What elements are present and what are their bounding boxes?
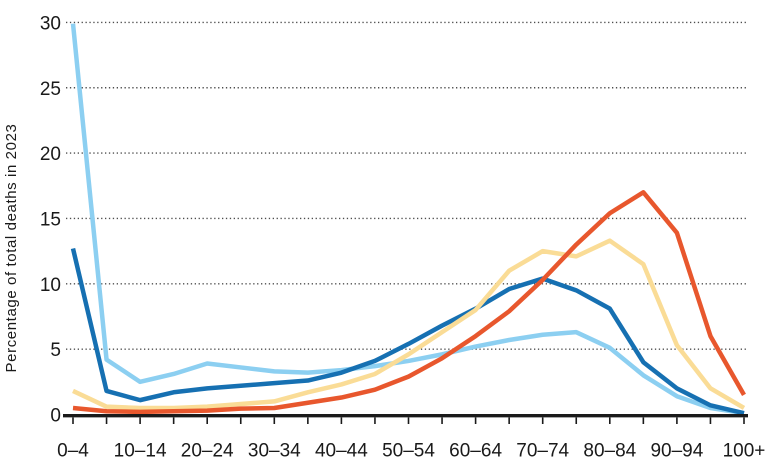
x-tick-label-90–94: 90–94 bbox=[650, 441, 703, 462]
series-orange-red-line bbox=[72, 190, 746, 415]
series-light-blue-line bbox=[70, 23, 745, 416]
y-tick-label-10: 10 bbox=[40, 275, 61, 296]
series-cream-yellow-line bbox=[72, 238, 746, 411]
x-tick-label-70–74: 70–74 bbox=[516, 441, 569, 462]
y-tick-label-20: 20 bbox=[40, 144, 61, 165]
y-tick-label-5: 5 bbox=[50, 340, 61, 361]
x-tick-label-20–24: 20–24 bbox=[181, 441, 234, 462]
y-tick-label-0: 0 bbox=[50, 406, 61, 427]
x-tick-label-30–34: 30–34 bbox=[248, 441, 301, 462]
x-tick-label-50–54: 50–54 bbox=[382, 441, 435, 462]
x-tick-label-0–4: 0–4 bbox=[57, 441, 89, 462]
y-tick-label-15: 15 bbox=[40, 209, 61, 230]
x-tick-label-60–64: 60–64 bbox=[449, 441, 502, 462]
y-axis-title-text: Percentage of total deaths in 2023 bbox=[3, 123, 20, 373]
x-tick-label-80–84: 80–84 bbox=[583, 441, 636, 462]
x-tick-label-100+: 100+ bbox=[723, 441, 766, 462]
x-tick-label-10–14: 10–14 bbox=[114, 441, 167, 462]
y-tick-label-30: 30 bbox=[40, 13, 61, 34]
x-tick-label-40–44: 40–44 bbox=[315, 441, 368, 462]
series-dark-blue-line bbox=[70, 247, 745, 416]
y-tick-label-25: 25 bbox=[40, 79, 61, 100]
